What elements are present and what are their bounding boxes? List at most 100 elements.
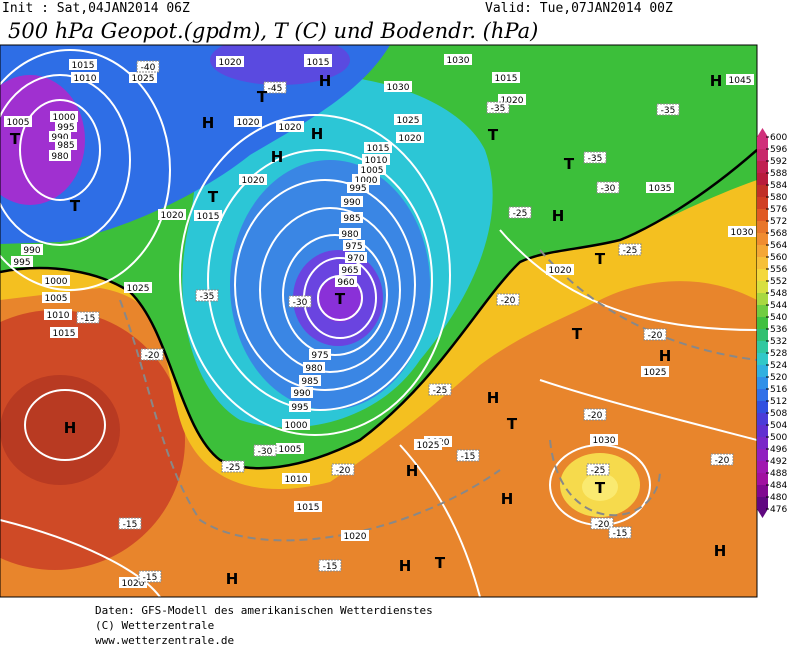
temperature-label: -25 bbox=[623, 246, 638, 256]
temperature-label: -20 bbox=[588, 411, 603, 421]
colorbar-label: 592 bbox=[770, 157, 787, 167]
colorbar-cell bbox=[757, 473, 768, 485]
colorbar-cell bbox=[757, 293, 768, 305]
pressure-label-box bbox=[343, 240, 365, 251]
colorbar-cell bbox=[757, 245, 768, 257]
temperature-label: -20 bbox=[648, 331, 663, 341]
pressure-label: 1015 bbox=[197, 212, 220, 222]
pressure-label-box bbox=[21, 244, 43, 255]
pressure-label-box bbox=[124, 282, 152, 293]
map-title: 500 hPa Geopot.(gpdm), T (C) und Bodendr… bbox=[8, 19, 538, 43]
pressure-label-box bbox=[728, 226, 756, 237]
pressure-label-box bbox=[444, 54, 472, 65]
colorbar-label: 580 bbox=[770, 193, 787, 203]
pressure-system: T bbox=[595, 250, 606, 268]
pressure-label-box bbox=[303, 362, 325, 373]
temperature-label-box bbox=[136, 60, 160, 73]
pressure-label: 1005 bbox=[361, 166, 384, 176]
colorbar-label: 568 bbox=[770, 229, 787, 239]
temperature-label-box bbox=[76, 311, 100, 324]
pressure-system: T bbox=[335, 290, 346, 308]
colorbar-label: 524 bbox=[770, 361, 787, 371]
pressure-label: 995 bbox=[13, 258, 30, 268]
pressure-label-box bbox=[335, 276, 357, 287]
pressure-label: 1010 bbox=[74, 74, 97, 84]
colorbar-cell bbox=[757, 185, 768, 197]
colorbar-cell bbox=[757, 161, 768, 173]
pressure-label-box bbox=[384, 81, 412, 92]
pressure-label: 1005 bbox=[279, 445, 302, 455]
temperature-label: -20 bbox=[336, 466, 351, 476]
pressure-label: 1030 bbox=[731, 228, 754, 238]
pressure-label: 1030 bbox=[593, 436, 616, 446]
colorbar-label: 536 bbox=[770, 325, 787, 335]
colorbar-label: 520 bbox=[770, 373, 787, 383]
pressure-label-box bbox=[239, 174, 267, 185]
colorbar-label: 600 bbox=[770, 133, 787, 143]
pressure-system: H bbox=[271, 148, 284, 166]
footer-line: www.wetterzentrale.de bbox=[95, 634, 234, 647]
colorbar-cell bbox=[757, 389, 768, 401]
pressure-label: 1020 bbox=[122, 579, 145, 589]
pressure-system: T bbox=[257, 88, 268, 106]
pressure-system: H bbox=[202, 114, 215, 132]
colorbar-label: 492 bbox=[770, 457, 787, 467]
pressure-label: 1000 bbox=[53, 113, 76, 123]
pressure-label-box bbox=[347, 182, 369, 193]
colorbar-cell bbox=[757, 209, 768, 221]
pressure-label: 985 bbox=[301, 377, 318, 387]
temperature-label-box bbox=[710, 453, 734, 466]
pressure-system: H bbox=[487, 389, 500, 407]
pressure-label-box bbox=[341, 196, 363, 207]
pressure-label: 1020 bbox=[161, 211, 184, 221]
temperature-label: -25 bbox=[513, 209, 528, 219]
pressure-label-box bbox=[55, 121, 77, 132]
pressure-label-box bbox=[294, 501, 322, 512]
pressure-label-box bbox=[194, 210, 222, 221]
temperature-label-box bbox=[428, 383, 452, 396]
colorbar-cell bbox=[757, 377, 768, 389]
pressure-system: H bbox=[319, 72, 332, 90]
pressure-label-box bbox=[341, 530, 369, 541]
pressure-label: 985 bbox=[57, 141, 74, 151]
colorbar-cell bbox=[757, 401, 768, 413]
colorbar-label: 504 bbox=[770, 421, 787, 431]
temperature-label-box bbox=[656, 103, 680, 116]
pressure-label-box bbox=[276, 121, 304, 132]
pressure-label-box bbox=[339, 264, 361, 275]
pressure-label-box bbox=[11, 256, 33, 267]
pressure-label: 995 bbox=[291, 403, 308, 413]
temperature-label-box bbox=[596, 181, 620, 194]
pressure-label: 995 bbox=[349, 184, 366, 194]
colorbar-cell bbox=[757, 233, 768, 245]
pressure-label-box bbox=[352, 174, 380, 185]
temperature-label: -15 bbox=[461, 452, 476, 462]
pressure-label: 985 bbox=[343, 214, 360, 224]
pressure-label-box bbox=[50, 327, 78, 338]
pressure-label: 1015 bbox=[53, 329, 76, 339]
pressure-label: 1015 bbox=[367, 144, 390, 154]
colorbar-label: 572 bbox=[770, 217, 787, 227]
colorbar-label: 556 bbox=[770, 265, 787, 275]
pressure-system: T bbox=[10, 130, 21, 148]
pressure-label-box bbox=[339, 228, 361, 239]
pressure-label-box bbox=[726, 74, 754, 85]
temperature-label-box bbox=[618, 243, 642, 256]
temperature-label: -20 bbox=[595, 520, 610, 530]
temperature-label: -20 bbox=[715, 456, 730, 466]
colorbar-cell bbox=[757, 305, 768, 317]
colorbar-cell bbox=[757, 269, 768, 281]
pressure-label: 1010 bbox=[365, 156, 388, 166]
footer-line: Daten: GFS-Modell des amerikanischen Wet… bbox=[95, 604, 433, 617]
temperature-label: -15 bbox=[143, 573, 158, 583]
pressure-label: 1020 bbox=[549, 266, 572, 276]
pressure-label: 1000 bbox=[285, 421, 308, 431]
pressure-system: H bbox=[552, 207, 565, 225]
pressure-label: 1030 bbox=[387, 83, 410, 93]
colorbar-cell bbox=[757, 425, 768, 437]
pressure-label: 995 bbox=[57, 123, 74, 133]
pressure-system: H bbox=[406, 462, 419, 480]
pressure-label: 1025 bbox=[417, 441, 440, 451]
pressure-label: 1025 bbox=[132, 74, 155, 84]
pressure-label-box bbox=[362, 154, 390, 165]
